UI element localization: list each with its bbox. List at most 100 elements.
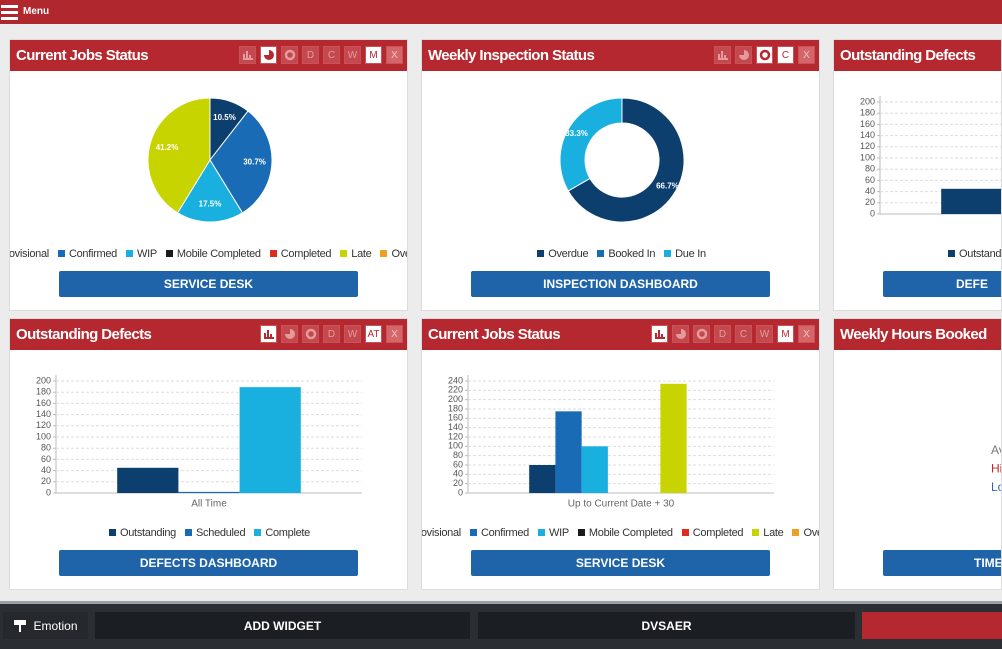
chart-type-button[interactable] (260, 46, 277, 64)
legend-item[interactable]: Late (340, 248, 372, 260)
dashboard-link[interactable]: SERVICE DESK (471, 550, 770, 576)
slice-label: 17.5% (199, 200, 222, 209)
chart-type-icon (717, 51, 728, 60)
theme-button[interactable]: Emotion (3, 612, 88, 639)
range-button[interactable]: M (777, 325, 794, 343)
legend-item[interactable]: Overdue (792, 527, 819, 539)
chart-type-button[interactable] (651, 325, 668, 343)
x-tick-label: Up to Current Date + 30 (568, 499, 675, 510)
range-button[interactable]: C (777, 46, 794, 64)
legend-item[interactable]: Overdue (537, 248, 589, 260)
legend-marker (185, 529, 193, 536)
footer-bar: Emotion ADD WIDGET DVSAER (0, 601, 1002, 649)
legend-item[interactable]: Booked In (597, 248, 655, 260)
legend-item[interactable]: WIP (538, 527, 569, 539)
menu-label[interactable]: Menu (23, 6, 50, 17)
legend-item[interactable]: Scheduled (185, 527, 246, 539)
range-button[interactable]: W (344, 46, 361, 64)
widget: 10.5% 30.7% 17.5% 41.2% Current Jobs Status D… (9, 39, 408, 311)
y-tick-label: 40 (41, 465, 51, 475)
y-tick-label: 180 (36, 387, 51, 397)
legend-label: Late (351, 248, 372, 260)
dashboard-link[interactable]: DEFE (883, 271, 1001, 297)
legend-item[interactable]: Due In (664, 248, 706, 260)
chart-type-button[interactable] (672, 325, 689, 343)
range-button[interactable]: X (386, 46, 403, 64)
range-button[interactable]: C (735, 325, 752, 343)
legend-marker (380, 250, 388, 257)
legend-label: Late (763, 527, 784, 539)
dashboard-link[interactable]: SERVICE DESK (59, 271, 358, 297)
legend-item[interactable]: Confirmed (469, 527, 529, 539)
legend-item[interactable]: Complete (254, 527, 310, 539)
legend-marker (254, 529, 262, 536)
y-tick-label: 140 (860, 130, 875, 140)
legend-label: Mobile Completed (176, 248, 261, 260)
legend-marker (664, 250, 672, 257)
icon-shape (284, 49, 295, 61)
widget-header: Weekly Inspection Status C X (422, 40, 819, 71)
range-button[interactable]: D (323, 325, 340, 343)
legend-label: WIP (549, 527, 569, 539)
dashboard-link[interactable]: TIMES (883, 550, 1001, 576)
chart-type-button[interactable] (239, 46, 256, 64)
icon-shape (738, 50, 749, 60)
legend-item[interactable]: Outstanding (948, 248, 1001, 260)
widget: 0 20 40 60 80 100 120 140 160 180 200 All Time Outst… (9, 318, 408, 590)
chart-type-button[interactable] (714, 46, 731, 64)
dashboard-link[interactable]: INSPECTION DASHBOARD (471, 271, 770, 297)
legend-item[interactable]: Provisional (422, 527, 461, 539)
range-button[interactable]: M (365, 46, 382, 64)
legend-item[interactable]: Late (752, 527, 784, 539)
chart-type-button[interactable] (302, 325, 319, 343)
legend-item[interactable]: WIP (126, 248, 157, 260)
legend-label: Booked In (608, 248, 656, 260)
legend-item[interactable]: Completed (269, 248, 332, 260)
y-tick-label: 220 (448, 385, 463, 395)
legend-label: Provisional (9, 248, 49, 260)
legend-item[interactable]: Mobile Completed (577, 527, 673, 539)
legend-item[interactable]: Confirmed (57, 248, 117, 260)
legend-marker (681, 529, 689, 536)
chart-type-button[interactable] (281, 325, 298, 343)
range-button[interactable]: D (302, 46, 319, 64)
legend-marker (269, 250, 277, 257)
legend-item[interactable]: Outstanding (108, 527, 176, 539)
range-button[interactable]: W (756, 325, 773, 343)
slice (209, 110, 273, 214)
legend-item[interactable]: Overdue (380, 248, 407, 260)
widget: 0 20 40 60 80 100 120 140 160 180 200 Outstanding D… (833, 39, 1002, 311)
legend-item[interactable]: Provisional (9, 248, 49, 260)
chart-type-button[interactable] (756, 46, 773, 64)
menu-icon[interactable] (0, 4, 20, 20)
range-button[interactable]: D (714, 325, 731, 343)
bar (555, 411, 582, 493)
range-button[interactable]: W (344, 325, 361, 343)
add-widget-button[interactable]: ADD WIDGET (95, 612, 470, 639)
range-button[interactable]: AT (365, 325, 382, 343)
legend-label: Overdue (548, 248, 589, 260)
icon-shape (284, 329, 295, 339)
logout-button[interactable] (862, 612, 1002, 639)
chart-type-button[interactable] (281, 46, 298, 64)
dashboard-link[interactable]: DEFECTS DASHBOARD (59, 550, 358, 576)
legend-label: WIP (137, 248, 157, 260)
range-button[interactable]: X (386, 325, 403, 343)
y-tick-label: 0 (870, 208, 875, 218)
legend-item[interactable]: Mobile Completed (165, 248, 261, 260)
chart-type-icon (738, 50, 749, 60)
icon-shape (717, 51, 728, 60)
legend-item[interactable]: Completed (681, 527, 744, 539)
range-button[interactable]: C (323, 46, 340, 64)
range-button[interactable]: X (798, 46, 815, 64)
chart-type-button[interactable] (693, 325, 710, 343)
range-button[interactable]: X (798, 325, 815, 343)
user-button[interactable]: DVSAER (478, 612, 855, 639)
icon-shape (305, 328, 316, 340)
chart-type-button[interactable] (735, 46, 752, 64)
chart-type-button[interactable] (260, 325, 277, 343)
chart: 66.7% 33.3% (559, 97, 685, 223)
legend-label: Confirmed (68, 248, 117, 260)
bar (941, 188, 1001, 214)
